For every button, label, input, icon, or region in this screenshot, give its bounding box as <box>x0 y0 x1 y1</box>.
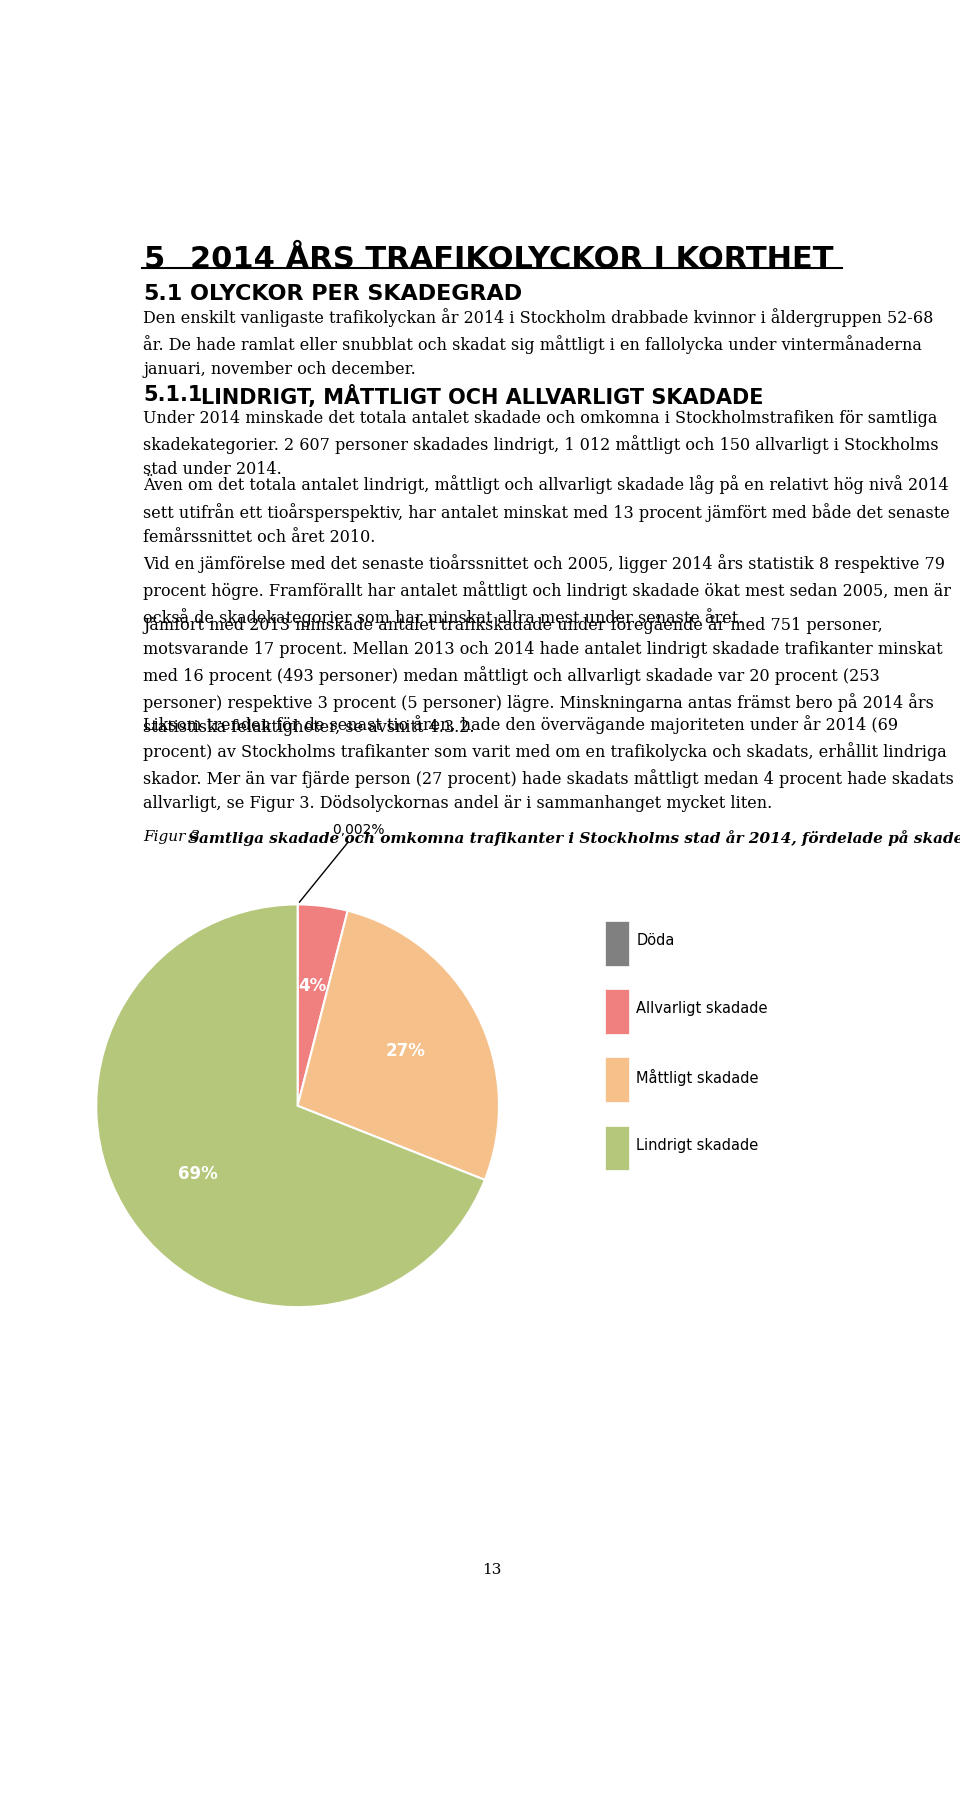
Wedge shape <box>96 904 485 1307</box>
Wedge shape <box>298 904 348 1106</box>
Text: Lindrigt skadade: Lindrigt skadade <box>636 1138 758 1153</box>
Text: Allvarligt skadade: Allvarligt skadade <box>636 1001 768 1016</box>
Text: Liksom trenden för de senast tio åren, hade den övervägande majoriteten under år: Liksom trenden för de senast tio åren, h… <box>143 716 954 813</box>
Text: 5.1.1: 5.1.1 <box>143 385 203 405</box>
Text: 69%: 69% <box>178 1165 218 1183</box>
Text: LINDRIGT, MÅTTLIGT OCH ALLVARLIGT SKADADE: LINDRIGT, MÅTTLIGT OCH ALLVARLIGT SKADAD… <box>202 385 764 408</box>
Text: 0,002%: 0,002% <box>300 823 384 903</box>
Text: Den enskilt vanligaste trafikolyckan år 2014 i Stockholm drabbade kvinnor i ålde: Den enskilt vanligaste trafikolyckan år … <box>143 307 934 378</box>
Text: Källa: STRADA: Källa: STRADA <box>143 1165 259 1179</box>
Text: Jämfört med 2013 minskade antalet trafikskadade under föregående år med 751 pers: Jämfört med 2013 minskade antalet trafik… <box>143 615 943 735</box>
Text: Måttligt skadade: Måttligt skadade <box>636 1068 759 1086</box>
Text: Även om det totala antalet lindrigt, måttligt och allvarligt skadade låg på en r: Även om det totala antalet lindrigt, måt… <box>143 475 951 628</box>
Text: 13: 13 <box>482 1562 502 1577</box>
Wedge shape <box>298 912 499 1179</box>
Text: 2014 ÅRS TRAFIKOLYCKOR I KORTHET: 2014 ÅRS TRAFIKOLYCKOR I KORTHET <box>190 245 833 273</box>
Text: 4%: 4% <box>299 976 327 994</box>
Text: OLYCKOR PER SKADEGRAD: OLYCKOR PER SKADEGRAD <box>190 284 522 304</box>
Text: Döda: Döda <box>636 933 675 948</box>
Text: Under 2014 minskade det totala antalet skadade och omkomna i Stockholmstrafiken : Under 2014 minskade det totala antalet s… <box>143 410 939 478</box>
Text: 27%: 27% <box>385 1041 425 1061</box>
Text: Figur 3: Figur 3 <box>143 831 205 845</box>
Text: Samtliga skadade och omkomna trafikanter i Stockholms stad år 2014, fördelade på: Samtliga skadade och omkomna trafikanter… <box>188 831 960 847</box>
Text: 5: 5 <box>143 245 164 273</box>
Text: 5.1: 5.1 <box>143 284 182 304</box>
